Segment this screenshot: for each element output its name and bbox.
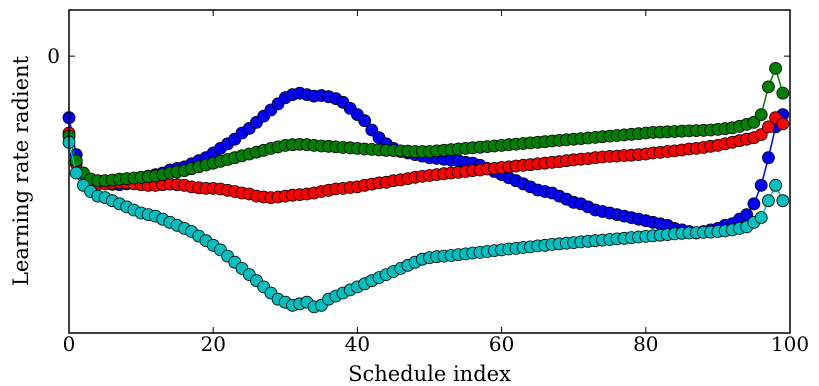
series-1-point bbox=[776, 117, 790, 131]
series-3 bbox=[62, 135, 790, 314]
plot-frame bbox=[68, 9, 791, 334]
series-2-point bbox=[769, 62, 782, 75]
series-0-point bbox=[762, 151, 775, 165]
y-axis-label: Learning rate radient bbox=[9, 55, 33, 286]
series-3-point bbox=[776, 194, 790, 208]
series-3-point bbox=[754, 211, 768, 225]
series-2-point bbox=[762, 80, 775, 94]
tick-layer: 0 20 40 60 80 100 0 bbox=[47, 10, 809, 356]
x-tick-label: 20 bbox=[200, 332, 225, 356]
series-0-point bbox=[747, 197, 761, 211]
series-3-point bbox=[762, 194, 775, 208]
x-tick-label: 40 bbox=[345, 332, 370, 356]
x-tick-label: 60 bbox=[489, 332, 514, 356]
series-0-point bbox=[754, 178, 768, 192]
x-tick-label: 100 bbox=[771, 332, 809, 356]
series-0-point bbox=[358, 114, 372, 128]
x-tick-label: 0 bbox=[63, 332, 76, 356]
x-tick-label: 80 bbox=[633, 332, 658, 356]
series-1-point bbox=[762, 120, 775, 134]
x-axis-label: Schedule index bbox=[348, 362, 511, 386]
series-1 bbox=[62, 111, 790, 205]
series-3-point bbox=[69, 166, 83, 180]
series-2-point bbox=[776, 86, 790, 100]
series-3-point bbox=[769, 178, 782, 192]
series-layer bbox=[62, 62, 790, 314]
y-tick-label: 0 bbox=[47, 44, 60, 68]
series-2-point bbox=[754, 108, 768, 121]
